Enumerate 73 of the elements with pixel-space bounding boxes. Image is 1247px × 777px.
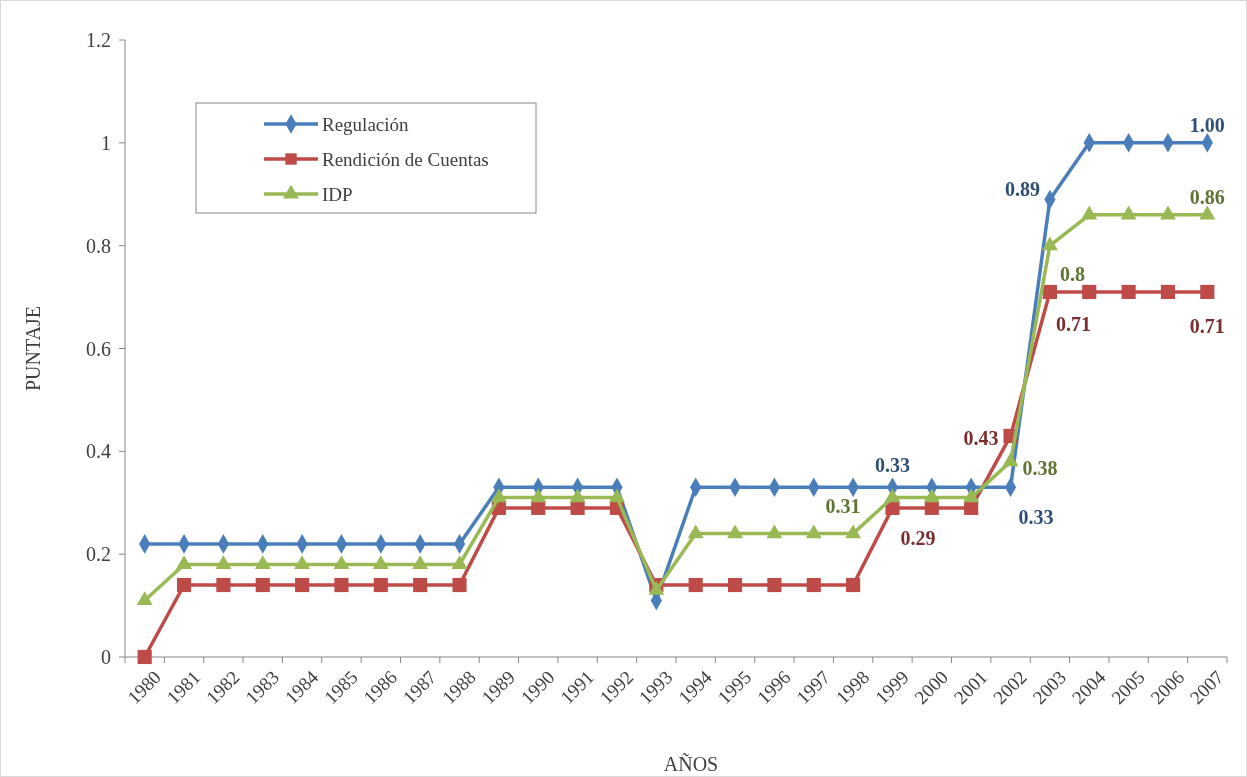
point [923, 488, 940, 503]
x-tick-label: 1992 [595, 666, 638, 709]
data-label: 0.29 [900, 526, 936, 549]
data-label: 0.31 [825, 494, 861, 517]
data-label: 0.33 [874, 454, 910, 477]
y-tick-label: 1 [101, 131, 111, 154]
data-label: 1.00 [1189, 113, 1225, 136]
point [451, 555, 468, 570]
point [727, 577, 743, 593]
point [255, 577, 270, 593]
point [569, 488, 586, 503]
x-tick-label: 1999 [870, 666, 913, 709]
point [963, 488, 980, 503]
point [452, 577, 467, 593]
y-tick-label: 0.6 [86, 337, 111, 360]
data-label: 0.8 [1059, 262, 1085, 285]
point [964, 500, 979, 515]
point [609, 488, 625, 503]
y-tick-label: 0.8 [86, 234, 111, 257]
point [176, 577, 192, 593]
point [373, 577, 388, 593]
point [334, 577, 349, 593]
point [490, 488, 507, 503]
point [530, 488, 547, 503]
point [687, 524, 704, 539]
data-label: 0.89 [1004, 178, 1040, 201]
legend-label: Regulación [322, 113, 410, 135]
point [333, 555, 350, 570]
point [767, 577, 782, 593]
point [137, 649, 152, 665]
point [845, 524, 862, 539]
point [1160, 284, 1176, 300]
legend-label: Rendición de Cuentas [322, 148, 489, 170]
point [1042, 284, 1057, 300]
point [805, 524, 822, 539]
y-axis-title: PUNTAJE [22, 305, 44, 392]
point [924, 500, 939, 515]
point [136, 591, 153, 606]
point [806, 577, 821, 593]
point [412, 555, 429, 570]
point [688, 577, 703, 593]
point [846, 577, 861, 593]
x-tick-label: 1980 [123, 666, 165, 709]
point [216, 577, 231, 593]
point [727, 524, 743, 539]
point [413, 577, 428, 593]
point [766, 524, 783, 539]
point [295, 577, 310, 593]
data-label: 0.43 [963, 426, 999, 449]
point [570, 500, 585, 515]
point [1002, 452, 1019, 467]
point [372, 555, 389, 570]
y-tick-label: 0.4 [86, 440, 111, 463]
point [1200, 284, 1215, 300]
data-label: 0.71 [1055, 312, 1091, 335]
data-label: 0.71 [1189, 314, 1225, 337]
data-label: 0.86 [1189, 185, 1225, 208]
data-label: 0.38 [1022, 456, 1058, 479]
data-label: 0.33 [1018, 506, 1054, 529]
y-tick-label: 0 [101, 646, 111, 668]
point [294, 555, 311, 570]
point [531, 500, 546, 515]
point [254, 555, 271, 570]
legend-label: IDP [322, 183, 353, 205]
y-tick-label: 0.2 [86, 543, 111, 566]
y-tick-label: 1.2 [86, 29, 111, 51]
point [1121, 284, 1136, 300]
point [884, 488, 901, 503]
x-axis-title: AÑOS [663, 752, 719, 775]
point [215, 555, 232, 570]
point [1082, 284, 1097, 300]
x-tick-label: 1991 [556, 666, 598, 709]
point [176, 555, 192, 570]
